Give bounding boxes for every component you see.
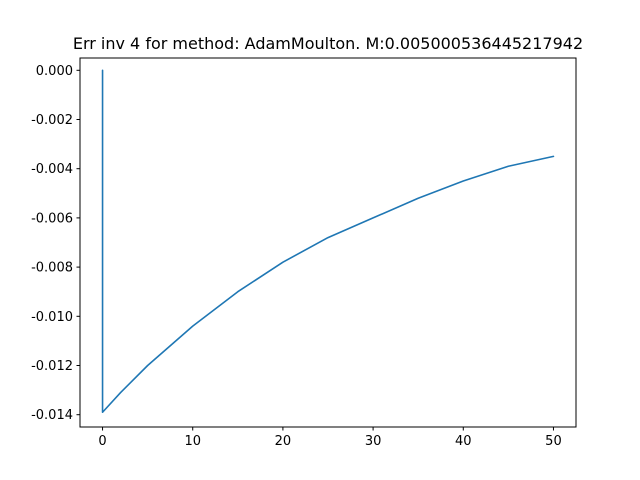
y-tick-label: -0.002 (31, 113, 73, 128)
y-tick-label: -0.004 (31, 162, 73, 177)
y-tick-label: 0.000 (36, 64, 73, 79)
y-tick-label: -0.010 (31, 310, 73, 325)
y-tick-label: -0.014 (31, 408, 73, 423)
chart-title: Err inv 4 for method: AdamMoulton. M:0.0… (73, 34, 583, 53)
x-tick-label: 0 (98, 434, 106, 449)
series-line-0 (101, 69, 555, 414)
x-tick-label: 40 (455, 434, 472, 449)
y-axis: 0.000 -0.002 -0.004 -0.006 -0.008 -0.010 -0.01… (31, 64, 80, 423)
plot-area (101, 69, 555, 414)
axes-frame (79, 57, 577, 428)
x-axis: 0 10 20 30 40 50 (98, 427, 562, 449)
y-tick-label: -0.012 (31, 359, 73, 374)
x-tick-label: 50 (545, 434, 562, 449)
y-tick-label: -0.008 (31, 261, 73, 276)
x-tick-label: 20 (275, 434, 292, 449)
x-tick-label: 30 (365, 434, 382, 449)
y-tick-label: -0.006 (31, 211, 73, 226)
x-tick-label: 10 (184, 434, 201, 449)
